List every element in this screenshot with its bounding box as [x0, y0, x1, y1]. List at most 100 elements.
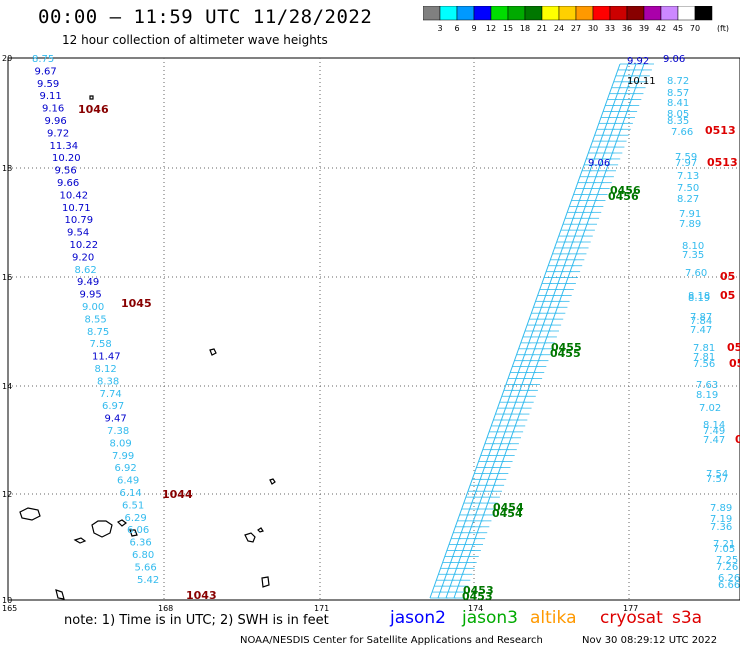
- swh-value: 7.63: [696, 380, 718, 391]
- pass-time-label: 0456: [610, 184, 641, 197]
- swh-value: 7.87: [690, 312, 712, 323]
- lat-tick-label: 14: [2, 382, 12, 391]
- chart-title: 00:00 – 11:59 UTC 11/28/2022: [38, 6, 373, 28]
- swh-value: 7.59: [675, 152, 697, 163]
- swh-value: 6.92: [115, 463, 137, 474]
- scale-tick-label: 70: [690, 24, 700, 32]
- swh-value: 10.79: [65, 215, 94, 226]
- swh-value: 8.14: [703, 420, 725, 431]
- scale-tick-label: 9: [471, 24, 476, 32]
- lat-tick-label: 18: [2, 164, 12, 173]
- swh-value: 7.60: [685, 268, 707, 279]
- swh-value: 9.00: [82, 302, 104, 313]
- pass-time-label: 0456: [608, 190, 639, 203]
- swh-value: 6.29: [125, 513, 147, 524]
- swh-value: 7.54: [706, 469, 728, 480]
- swh-value: 8.09: [110, 438, 132, 449]
- scale-tick-label: 30: [588, 24, 598, 32]
- swh-value: 9.92: [627, 56, 649, 67]
- lon-tick-label: 168: [158, 604, 173, 613]
- pass-time-label: 0453: [462, 590, 493, 603]
- swh-value: 9.66: [57, 178, 79, 189]
- swh-value: 7.97: [675, 158, 697, 169]
- pass-time-label: 05: [720, 289, 735, 302]
- swh-value: 6.80: [132, 550, 154, 561]
- pass-time-label: 0513: [707, 156, 738, 169]
- swh-value: 11.47: [92, 352, 121, 363]
- swh-value: 9.49: [77, 277, 99, 288]
- scale-tick-label: 21: [537, 24, 547, 32]
- scale-tick-label: 36: [622, 24, 632, 32]
- satellite-track: [453, 63, 654, 599]
- island-outline: [209, 348, 217, 356]
- swh-value: 9.95: [80, 290, 102, 301]
- swh-value: 8.35: [667, 116, 689, 127]
- lon-tick-label: 171: [314, 604, 329, 613]
- swh-value: 5.42: [137, 575, 159, 586]
- generated-timestamp: Nov 30 08:29:12 UTC 2022: [582, 635, 718, 646]
- color-scale-legend: 3 6 9 12 15 18 21 24 27 30 33 36 39 42 45 70 (ft): [423, 6, 729, 32]
- swh-value: 8.10: [682, 241, 704, 252]
- lat-tick-label: 16: [2, 273, 12, 282]
- swh-value: 8.12: [95, 364, 117, 375]
- pass-time-label: 0513: [705, 124, 736, 137]
- scale-tick-label: 15: [503, 24, 513, 32]
- lat-tick-label: 10: [2, 596, 12, 605]
- swh-value: 7.84: [690, 316, 712, 327]
- mission-jason2: jason2: [390, 608, 446, 628]
- swh-value: 6.06: [127, 525, 149, 536]
- island-outline: [116, 519, 127, 527]
- scale-tick-label: 6: [454, 24, 459, 32]
- island-outline: [55, 589, 65, 600]
- swh-value: 7.47: [703, 435, 725, 446]
- swh-value: 8.38: [97, 376, 119, 387]
- swh-value: 6.97: [102, 401, 124, 412]
- chart-subtitle: 12 hour collection of altimeter wave hei…: [62, 33, 328, 47]
- scale-tick-label: 42: [656, 24, 666, 32]
- swh-value: 7.36: [710, 522, 732, 533]
- swh-value: 8.19: [696, 390, 718, 401]
- mission-altika: altika: [530, 608, 577, 628]
- swh-value: 6.49: [117, 476, 139, 487]
- swh-value: 7.38: [107, 426, 129, 437]
- swh-value: 8.55: [85, 314, 107, 325]
- island-outline: [269, 478, 276, 485]
- pass-time-label: 1046: [78, 103, 109, 116]
- swh-value: 10.20: [52, 153, 81, 164]
- island-outline: [129, 529, 138, 537]
- lon-tick-label: 177: [623, 604, 638, 613]
- lon-tick-label: 174: [468, 604, 483, 613]
- map-frame: [7, 57, 740, 601]
- swh-value: 8.57: [667, 88, 689, 99]
- swh-value: 9.96: [45, 116, 67, 127]
- lat-tick-label: 20: [2, 54, 12, 63]
- pass-time-label: 0455: [551, 341, 582, 354]
- swh-value: 8.05: [667, 109, 689, 120]
- swh-value: 8.62: [75, 265, 97, 276]
- pass-time-label: 05: [729, 357, 740, 370]
- swh-value: 11.34: [50, 141, 79, 152]
- swh-value: 7.21: [713, 539, 735, 550]
- scale-unit-label: (ft): [717, 24, 729, 32]
- island-outline: [91, 520, 113, 538]
- scale-tick-label: 27: [571, 24, 581, 32]
- scale-tick-label: 39: [639, 24, 649, 32]
- island-outline: [89, 95, 94, 100]
- swh-value: 9.72: [47, 128, 69, 139]
- swh-value: 10.22: [70, 240, 99, 251]
- swh-value: 8.75: [87, 327, 109, 338]
- swh-value: 7.89: [679, 219, 701, 230]
- pass-time-label: 1045: [121, 297, 152, 310]
- pass-time-label: 0453: [463, 584, 494, 597]
- pass-time-label: 0454: [493, 501, 524, 514]
- mission-cryosat: cryosat: [600, 608, 663, 628]
- swh-value: 9.06: [663, 54, 685, 65]
- pass-time-label: 1043: [186, 589, 217, 602]
- scale-tick-label: 45: [673, 24, 683, 32]
- pass-time-label: 0454: [492, 507, 523, 520]
- swh-value: 5.66: [135, 562, 157, 573]
- pass-time-label: 0: [735, 433, 740, 446]
- swh-value: 7.58: [90, 339, 112, 350]
- swh-value: 7.66: [671, 127, 693, 138]
